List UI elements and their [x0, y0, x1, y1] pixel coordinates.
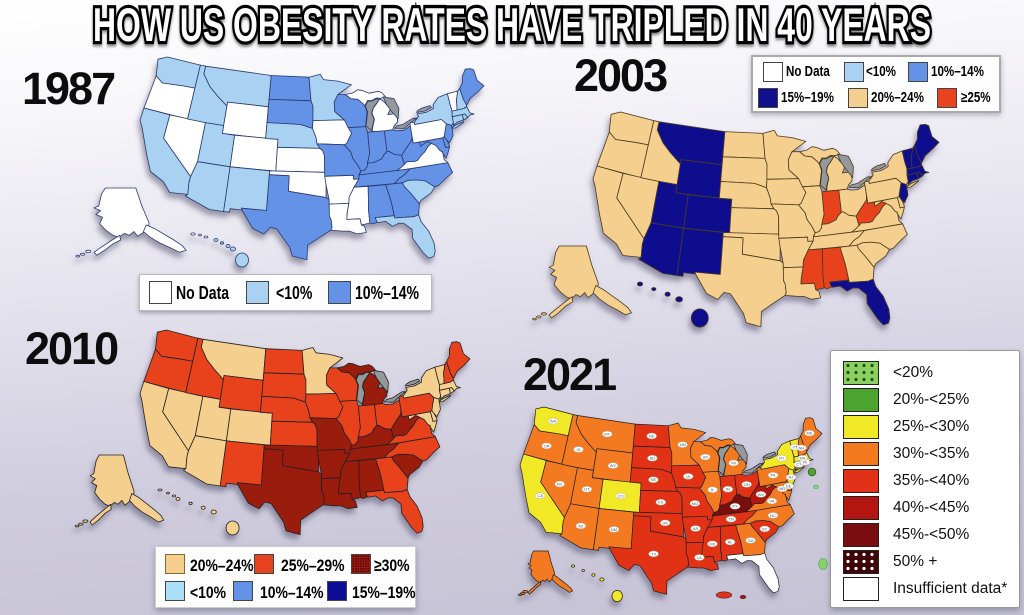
svg-text:WY: WY [610, 463, 617, 468]
svg-text:AR: AR [693, 526, 699, 531]
svg-text:VA: VA [769, 498, 774, 503]
svg-text:WA: WA [550, 419, 557, 424]
svg-text:NE: NE [651, 477, 657, 482]
svg-text:OK: OK [662, 520, 668, 525]
svg-text:CA: CA [537, 493, 543, 498]
svg-text:NC: NC [770, 513, 776, 518]
svg-text:RI: RI [803, 460, 807, 465]
svg-text:MD: MD [779, 486, 785, 491]
svg-text:AL: AL [728, 539, 734, 544]
svg-text:TN: TN [728, 517, 733, 522]
svg-text:MN: MN [679, 442, 685, 447]
svg-text:SD: SD [650, 456, 656, 461]
svg-text:WV: WV [758, 492, 765, 497]
svg-text:DE: DE [786, 483, 792, 488]
svg-text:NM: NM [611, 527, 617, 532]
svg-text:IL: IL [711, 487, 715, 492]
svg-text:IA: IA [686, 474, 690, 479]
svg-text:NV: NV [557, 481, 563, 486]
svg-text:SC: SC [762, 526, 768, 531]
svg-text:MO: MO [692, 501, 698, 506]
svg-text:VT: VT [792, 445, 798, 450]
svg-text:NJ: NJ [789, 475, 794, 480]
svg-text:LA: LA [697, 555, 702, 560]
svg-text:MA: MA [800, 456, 806, 461]
svg-text:TX: TX [651, 551, 656, 556]
svg-text:GA: GA [748, 538, 754, 543]
svg-text:ID: ID [577, 447, 581, 452]
svg-text:OR: OR [544, 443, 550, 448]
svg-text:ME: ME [807, 431, 813, 436]
svg-text:CO: CO [618, 493, 624, 498]
svg-text:IN: IN [726, 487, 730, 492]
svg-text:ND: ND [649, 433, 655, 438]
svg-text:MT: MT [604, 432, 610, 437]
svg-text:MS: MS [709, 541, 715, 546]
svg-text:UT: UT [584, 487, 590, 492]
svg-text:NH: NH [799, 445, 805, 450]
svg-text:PA: PA [771, 473, 776, 478]
svg-text:KY: KY [732, 504, 738, 509]
svg-text:AZ: AZ [578, 523, 584, 528]
svg-text:MI: MI [731, 460, 735, 465]
svg-text:NY: NY [779, 456, 785, 461]
svg-text:HOW US OBESITY RATES HAVE TRIP: HOW US OBESITY RATES HAVE TRIPLED IN 40 … [93, 0, 931, 51]
svg-text:WI: WI [703, 454, 708, 459]
svg-text:OH: OH [744, 482, 750, 487]
svg-text:KS: KS [658, 500, 664, 505]
svg-text:CT: CT [796, 462, 802, 467]
